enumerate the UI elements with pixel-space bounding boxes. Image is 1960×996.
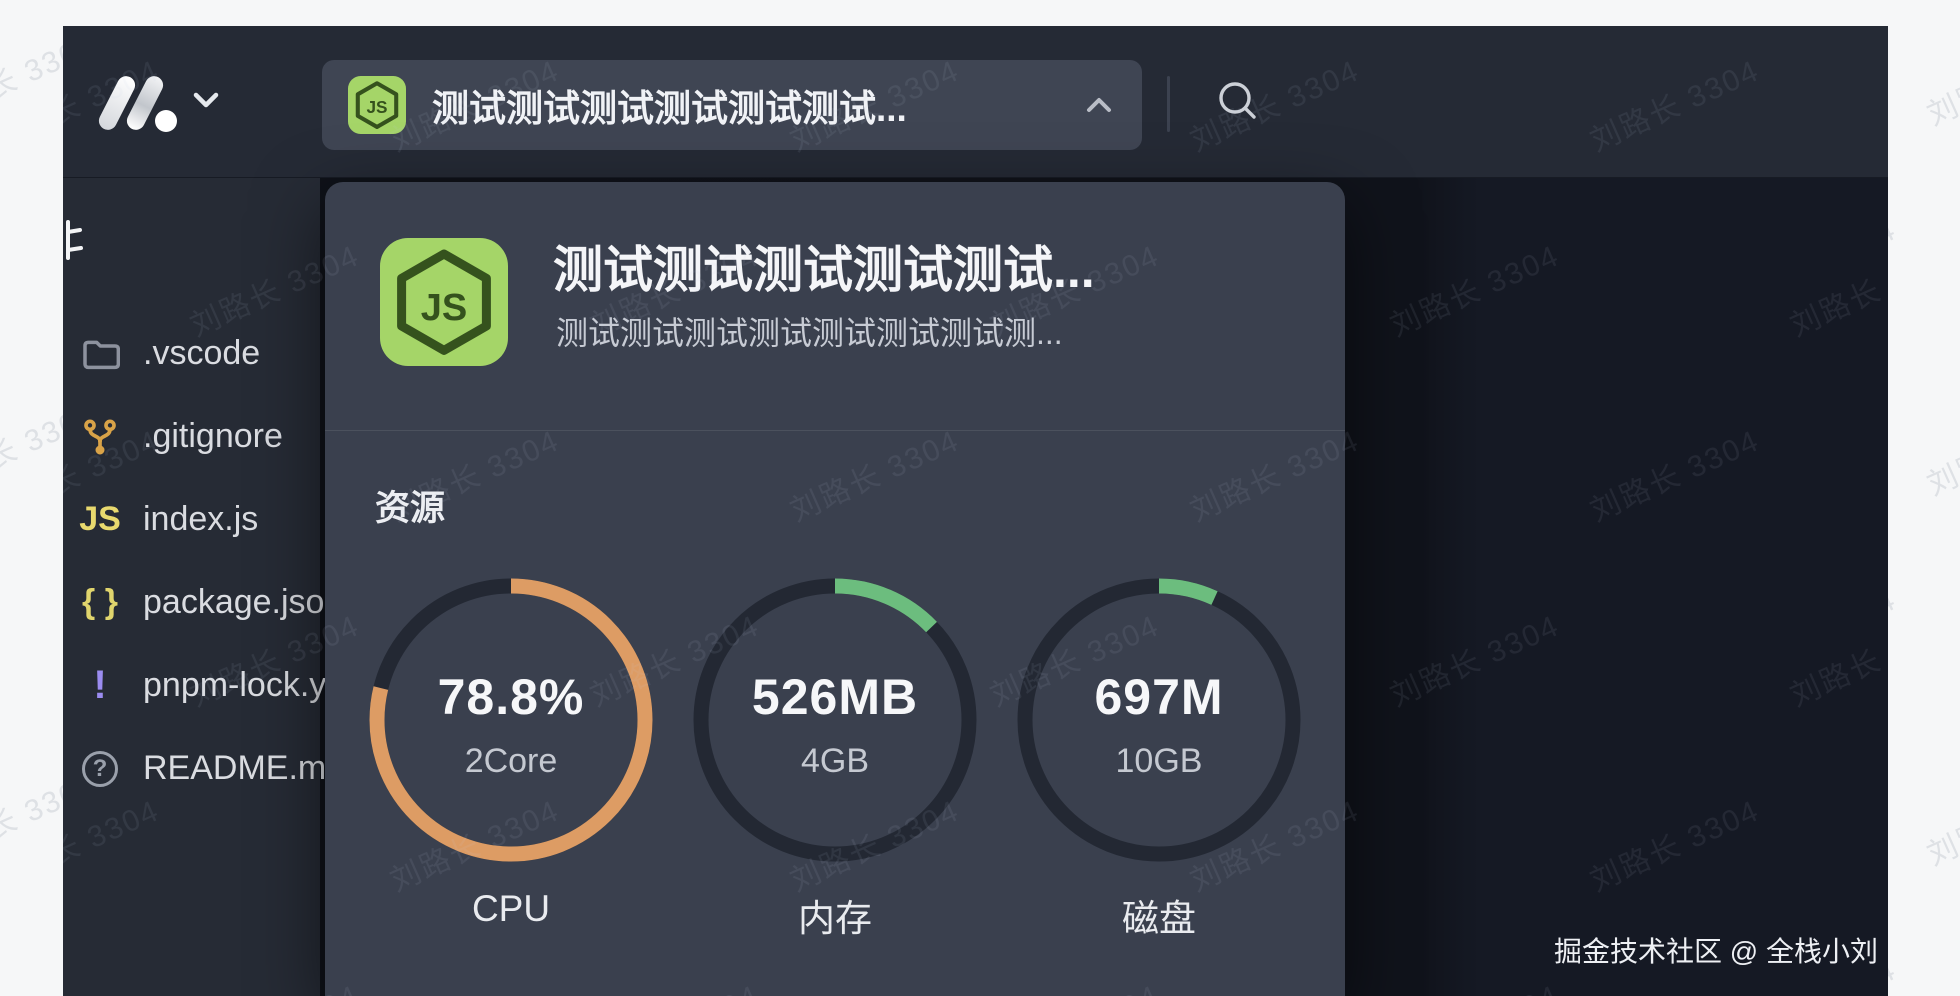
memory-label: 内存 — [798, 898, 872, 939]
cpu-ring: 78.8% 2Core — [369, 578, 653, 862]
disk-usage-value: 697M — [1094, 668, 1224, 725]
ide-window: 测试测试测试测试测试测试... — [63, 26, 1888, 996]
file-explorer-sidebar: .vscode .gitignore JS index.js — [63, 178, 381, 996]
nodejs-icon — [380, 238, 508, 366]
memory-ring: 526MB 4GB — [693, 578, 977, 862]
workspace-name: 测试测试测试测试测试测试... — [432, 88, 907, 129]
resources-section-title: 资源 — [375, 489, 446, 528]
folder-icon — [77, 331, 123, 377]
workspace-subtitle: 测试测试测试测试测试测试测试测... — [556, 315, 1063, 351]
panel-divider — [325, 430, 1345, 431]
resource-gauges: 78.8% 2Core CPU 526MB 4GB — [325, 578, 1345, 942]
file-row-gitignore[interactable]: .gitignore — [63, 395, 320, 478]
gauge-memory: 526MB 4GB 内存 — [693, 578, 977, 942]
file-name: .vscode — [143, 334, 261, 372]
nodejs-icon — [348, 76, 406, 134]
credit-text: 掘金技术社区 @ 全栈小刘 — [1554, 936, 1878, 967]
file-name: package.json — [143, 583, 344, 621]
gauge-disk: 697M 10GB 磁盘 — [1017, 578, 1301, 942]
git-branch-icon — [77, 414, 123, 460]
file-row-readme[interactable]: ? README.md — [63, 727, 345, 810]
workspace-title: 测试测试测试测试测试... — [553, 242, 1095, 298]
disk-ring: 697M 10GB — [1017, 578, 1301, 862]
clipped-glyph — [66, 220, 83, 260]
cpu-usage-value: 78.8% — [437, 668, 585, 725]
js-icon: JS — [79, 500, 121, 538]
workspace-dropdown-button[interactable]: 测试测试测试测试测试测试... — [322, 60, 1142, 150]
chevron-up-icon — [1087, 98, 1111, 112]
braces-icon: { } — [82, 583, 118, 621]
file-name: README.md — [143, 749, 346, 787]
disk-label: 磁盘 — [1122, 898, 1196, 939]
disk-capacity: 10GB — [1115, 741, 1203, 780]
file-list: .vscode .gitignore JS index.js — [63, 312, 381, 810]
marscode-logo-icon — [98, 76, 177, 132]
workspace-details-panel: 测试测试测试测试测试... 测试测试测试测试测试测试测试测... 资源 78.8… — [325, 182, 1345, 996]
file-row-packagejson[interactable]: { } package.json — [63, 561, 343, 644]
cpu-label: CPU — [471, 888, 551, 929]
file-row-pnpmlock[interactable]: ! pnpm-lock.yaml — [63, 644, 381, 727]
memory-capacity: 4GB — [800, 741, 870, 780]
topbar-divider — [1167, 76, 1170, 132]
top-bar: 测试测试测试测试测试测试... — [63, 26, 1888, 178]
question-icon: ? — [77, 746, 123, 792]
file-name: .gitignore — [143, 417, 283, 455]
search-icon[interactable] — [1213, 76, 1265, 128]
memory-usage-value: 526MB — [751, 668, 919, 725]
chevron-down-icon[interactable] — [193, 92, 219, 110]
file-row-indexjs[interactable]: JS index.js — [63, 478, 320, 561]
file-name: index.js — [143, 500, 259, 538]
gauge-cpu: 78.8% 2Core CPU — [369, 578, 653, 942]
file-row-vscode[interactable]: .vscode — [63, 312, 320, 395]
cpu-capacity: 2Core — [464, 741, 558, 780]
exclamation-icon: ! — [93, 663, 107, 707]
